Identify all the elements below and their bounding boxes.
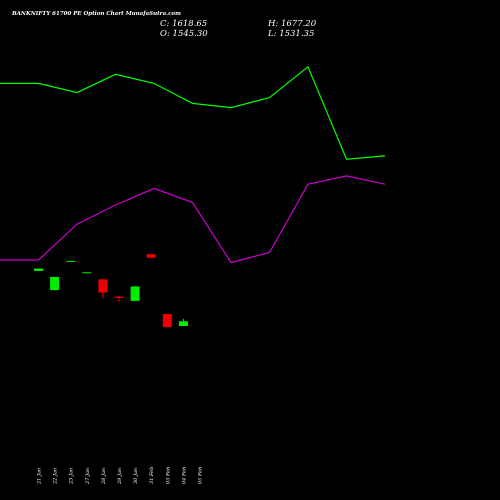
candle-body: [34, 268, 43, 271]
candle-body: [82, 272, 92, 274]
x-tick-label: 03 Feb: [165, 467, 171, 484]
x-axis-ticks: 21 Jan 22 Jan 23 Jan 27 Jan 28 Jan 29 Jan 30 J…: [37, 467, 204, 485]
x-tick-label: 04 Feb: [181, 467, 187, 484]
chart-title: BANKNIFTY 61700 PE Option Chart MunafaSu…: [11, 11, 181, 17]
magenta-indicator-line: [0, 175, 386, 264]
candle-body: [50, 276, 60, 291]
candle-body: [66, 260, 76, 262]
candle-body: [162, 314, 172, 328]
candle-body: [178, 321, 188, 327]
indicator-lines: [0, 65, 386, 264]
close-value: C: 1618.65: [160, 19, 207, 29]
x-tick-label: 31 Feb: [149, 467, 155, 484]
x-tick-label: 22 Jan: [53, 468, 59, 485]
x-tick-label: 05 Feb: [198, 467, 204, 484]
candle-body: [114, 296, 124, 299]
x-tick-label: 28 Jan: [101, 468, 107, 485]
low-value: L: 1531.35: [267, 29, 314, 39]
candle-body: [146, 254, 156, 258]
open-value: O: 1545.30: [160, 29, 208, 39]
x-tick-label: 29 Jan: [117, 468, 123, 485]
candlesticks: [34, 254, 188, 328]
candle-body: [130, 286, 140, 301]
candle-body: [98, 279, 108, 293]
x-tick-label: 21 Jan: [37, 468, 43, 485]
high-value: H: 1677.20: [267, 19, 317, 29]
x-tick-label: 23 Jan: [69, 468, 75, 485]
green-indicator-line: [0, 65, 386, 160]
x-tick-label: 30 Jan: [133, 468, 139, 484]
x-tick-label: 27 Jan: [85, 468, 91, 485]
